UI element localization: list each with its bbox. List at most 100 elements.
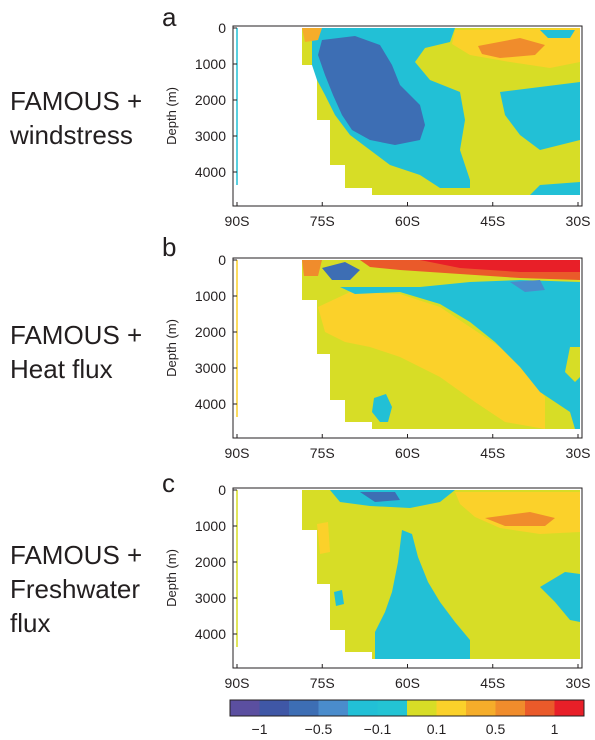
panel-a-y-tick-label: 4000 (195, 164, 226, 180)
panel-b-y-tick-label: 0 (218, 252, 226, 268)
colorbar-swatch (230, 700, 260, 716)
panel-b-x-tick-label: 30S (566, 445, 591, 461)
row-label-a-line1: FAMOUS + (10, 86, 143, 116)
contour-panel-a: 0 1000 2000 3000 4000 90S 75S 60S 45S 30S Depth … (164, 20, 591, 229)
panel-a-x-axis: 90S 75S 60S 45S 30S (225, 202, 591, 229)
colorbar-swatch (348, 700, 378, 716)
panel-b-y-tick-label: 2000 (195, 324, 226, 340)
colorbar-ticks: −1 −0.5 −0.1 0.1 0.5 1 (252, 721, 559, 737)
panel-c-x-axis: 90S 75S 60S 45S 30S (225, 664, 591, 691)
colorbar-swatch (554, 700, 585, 716)
contour-panel-c: 0 1000 2000 3000 4000 90S 75S 60S 45S 30S Depth … (164, 482, 591, 691)
panel-c-x-tick-label: 90S (225, 675, 250, 691)
colorbar-swatch (318, 700, 349, 716)
panel-c-field (302, 490, 580, 659)
row-label-a: FAMOUS + windstress (10, 84, 142, 152)
panel-b-ylabel: Depth (m) (164, 319, 179, 377)
panel-b-orange-body (318, 292, 545, 429)
colorbar-swatch (289, 700, 319, 716)
panel-c-cyan-right (540, 572, 580, 622)
panel-b-x-tick-label: 45S (480, 445, 505, 461)
row-label-c-line3: flux (10, 608, 51, 638)
panel-c-y-tick-label: 3000 (195, 590, 226, 606)
colorbar-tick-label: 0.1 (427, 721, 447, 737)
panel-c-y-tick-label: 0 (218, 482, 226, 498)
panel-a-cyan-top-right (540, 30, 575, 38)
panel-c-base (302, 490, 580, 659)
panel-a-orange-core (478, 38, 545, 58)
row-label-b: FAMOUS + Heat flux (10, 318, 142, 386)
colorbar-swatch (436, 700, 467, 716)
panel-a-x-tick-label: 30S (566, 213, 591, 229)
panel-c-orange-core (485, 512, 555, 526)
panel-a-cyan-bottom-right (530, 182, 580, 195)
row-label-a-line2: windstress (10, 120, 133, 150)
panel-c-y-axis: 0 1000 2000 3000 4000 (195, 482, 237, 642)
panel-b-red-core (420, 260, 580, 272)
panel-a-ylabel: Depth (m) (164, 87, 179, 145)
panel-c-cyan-plume (375, 530, 470, 659)
colorbar-swatch (259, 700, 290, 716)
panel-a-y-tick-label: 3000 (195, 128, 226, 144)
panel-a-x-tick-label: 45S (480, 213, 505, 229)
panel-b-orange-left (302, 260, 322, 276)
panel-a-y-tick-label: 2000 (195, 92, 226, 108)
colorbar-frame (229, 699, 585, 717)
panel-c-x-tick-label: 75S (310, 675, 335, 691)
panel-b-blue-core (322, 262, 360, 280)
panel-c-cyan-small (334, 590, 344, 606)
panel-c-ylabel: Depth (m) (164, 549, 179, 607)
panel-a-y-tick-label: 0 (218, 20, 226, 36)
panel-letter-c: c (162, 468, 175, 498)
panel-b-y-tick-label: 3000 (195, 360, 226, 376)
panel-a-orange-left (302, 28, 322, 42)
colorbar-tick-label: 0.5 (486, 721, 506, 737)
panel-c-x-tick-label: 60S (395, 675, 420, 691)
row-label-c-line1: FAMOUS + (10, 540, 143, 570)
colorbar-tick-label: −0.5 (305, 721, 333, 737)
colorbar-swatch (495, 700, 526, 716)
panel-c-y-tick-label: 2000 (195, 554, 226, 570)
panel-c-x-tick-label: 30S (566, 675, 591, 691)
row-label-c: FAMOUS + Freshwater flux (10, 538, 142, 640)
panel-b-y-tick-label: 1000 (195, 288, 226, 304)
panel-b-x-axis: 90S 75S 60S 45S 30S (225, 434, 591, 461)
colorbar-tick-label: −0.1 (364, 721, 392, 737)
panel-a-cyan-right (500, 82, 580, 150)
panel-c-blue-top (360, 492, 400, 502)
panel-b-y-axis: 0 1000 2000 3000 4000 (195, 252, 237, 412)
row-label-b-line1: FAMOUS + (10, 320, 143, 350)
colorbar-swatch (525, 700, 555, 716)
colorbar-tick-label: −1 (252, 721, 268, 737)
panel-c-y-tick-label: 1000 (195, 518, 226, 534)
panel-c-y-tick-label: 4000 (195, 626, 226, 642)
panel-a-x-tick-label: 75S (310, 213, 335, 229)
panel-a-blue-region (318, 36, 425, 145)
colorbar-swatch (466, 700, 496, 716)
panel-letter-a: a (162, 2, 177, 32)
panel-b-cyan-blob (372, 394, 392, 422)
panel-b-cyan-region (340, 280, 580, 429)
colorbar-tick-label: 1 (551, 721, 559, 737)
panel-c-orange-top (455, 492, 580, 534)
panel-c-x-tick-label: 45S (480, 675, 505, 691)
panel-b-x-tick-label: 75S (310, 445, 335, 461)
panel-c-orange-left (317, 522, 330, 554)
colorbar-swatch (407, 700, 437, 716)
panel-b-x-tick-label: 60S (395, 445, 420, 461)
panel-b-y-tick-label: 4000 (195, 396, 226, 412)
colorbar: −1 −0.5 −0.1 0.1 0.5 1 (229, 699, 585, 737)
panel-b-blue-edge (510, 280, 545, 292)
panel-a-y-axis: 0 1000 2000 3000 4000 (195, 20, 237, 180)
panel-a-x-tick-label: 60S (395, 213, 420, 229)
row-label-c-line2: Freshwater (10, 574, 141, 604)
panel-a-field (302, 28, 580, 195)
panel-letter-b: b (162, 232, 177, 262)
row-label-b-line2: Heat flux (10, 354, 113, 384)
panel-a-x-tick-label: 90S (225, 213, 250, 229)
panel-b-field (302, 260, 580, 429)
colorbar-swatch (377, 700, 408, 716)
panel-a-y-tick-label: 1000 (195, 56, 226, 72)
panel-b-x-tick-label: 90S (225, 445, 250, 461)
colorbar-swatches (230, 700, 585, 716)
